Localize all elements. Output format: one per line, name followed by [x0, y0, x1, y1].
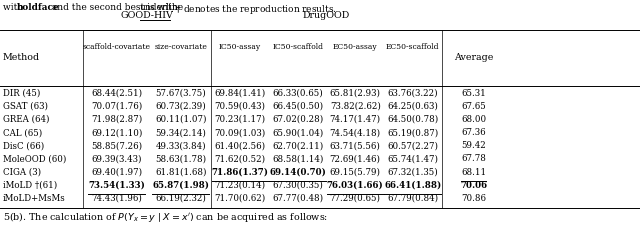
Text: 65.31: 65.31 — [461, 89, 486, 98]
Text: 65.19(0.87): 65.19(0.87) — [387, 128, 438, 137]
Text: with: with — [3, 3, 26, 12]
Text: underline: underline — [140, 3, 184, 12]
Text: 64.25(0.63): 64.25(0.63) — [387, 102, 438, 111]
Text: DIR (45): DIR (45) — [3, 89, 40, 98]
Text: 68.00: 68.00 — [461, 115, 486, 124]
Text: 66.19(2.32): 66.19(2.32) — [156, 194, 206, 203]
Text: Method: Method — [3, 53, 40, 62]
Text: CIGA (3): CIGA (3) — [3, 168, 41, 177]
Text: 65.90(1.04): 65.90(1.04) — [272, 128, 323, 137]
Text: 73.54(1.33): 73.54(1.33) — [88, 181, 145, 190]
Text: 63.76(3.22): 63.76(3.22) — [387, 89, 438, 98]
Text: MoleOOD (60): MoleOOD (60) — [3, 154, 66, 163]
Text: IC50-assay: IC50-assay — [219, 43, 261, 51]
Text: 74.17(1.47): 74.17(1.47) — [330, 115, 381, 124]
Text: IC50-scaffold: IC50-scaffold — [272, 43, 323, 51]
Text: GOOD-HIV: GOOD-HIV — [121, 11, 173, 20]
Text: 70.06: 70.06 — [460, 181, 487, 190]
Text: 65.81(2.93): 65.81(2.93) — [330, 89, 381, 98]
Text: 66.45(0.50): 66.45(0.50) — [272, 102, 323, 111]
Text: 59.42: 59.42 — [461, 141, 486, 150]
Text: scaffold-covariate: scaffold-covariate — [83, 43, 151, 51]
Text: 57.67(3.75): 57.67(3.75) — [156, 89, 206, 98]
Text: 61.81(1.68): 61.81(1.68) — [155, 168, 207, 177]
Text: 68.58(1.14): 68.58(1.14) — [272, 154, 323, 163]
Text: 58.63(1.78): 58.63(1.78) — [156, 154, 206, 163]
Text: 71.86(1.37): 71.86(1.37) — [211, 168, 269, 177]
Text: 62.70(2.11): 62.70(2.11) — [272, 141, 323, 150]
Text: 68.44(2.51): 68.44(2.51) — [92, 89, 142, 98]
Text: 70.59(0.43): 70.59(0.43) — [214, 102, 266, 111]
Text: 71.98(2.87): 71.98(2.87) — [91, 115, 143, 124]
Text: DisC (66): DisC (66) — [3, 141, 44, 150]
Text: 49.33(3.84): 49.33(3.84) — [156, 141, 206, 150]
Text: GREA (64): GREA (64) — [3, 115, 49, 124]
Text: 61.40(2.56): 61.40(2.56) — [214, 141, 266, 150]
Text: 77.29(0.65): 77.29(0.65) — [330, 194, 381, 203]
Text: 63.71(5.56): 63.71(5.56) — [330, 141, 381, 150]
Text: 72.69(1.46): 72.69(1.46) — [330, 154, 381, 163]
Text: 69.84(1.41): 69.84(1.41) — [214, 89, 266, 98]
Text: size-covariate: size-covariate — [154, 43, 207, 51]
Text: 67.32(1.35): 67.32(1.35) — [387, 168, 438, 177]
Text: 71.23(0.14): 71.23(0.14) — [214, 181, 266, 190]
Text: 68.11: 68.11 — [461, 168, 486, 177]
Text: 60.73(2.39): 60.73(2.39) — [156, 102, 206, 111]
Text: 67.77(0.48): 67.77(0.48) — [272, 194, 323, 203]
Text: 74.43(1.96): 74.43(1.96) — [92, 194, 142, 203]
Text: 70.23(1.17): 70.23(1.17) — [214, 115, 266, 124]
Text: 69.12(1.10): 69.12(1.10) — [91, 128, 143, 137]
Text: 70.09(1.03): 70.09(1.03) — [214, 128, 266, 137]
Text: 67.65: 67.65 — [461, 102, 486, 111]
Text: 67.02(0.28): 67.02(0.28) — [272, 115, 323, 124]
Text: 65.87(1.98): 65.87(1.98) — [152, 181, 209, 190]
Text: iMoLD †(61): iMoLD †(61) — [3, 181, 57, 190]
Text: GSAT (63): GSAT (63) — [3, 102, 47, 111]
Text: 69.14(0.70): 69.14(0.70) — [269, 168, 326, 177]
Text: 60.57(2.27): 60.57(2.27) — [387, 141, 438, 150]
Text: boldface: boldface — [17, 3, 60, 12]
Text: 64.50(0.78): 64.50(0.78) — [387, 115, 438, 124]
Text: 67.78: 67.78 — [461, 154, 486, 163]
Text: 69.40(1.97): 69.40(1.97) — [92, 168, 142, 177]
Text: iMoLD+MsMs: iMoLD+MsMs — [3, 194, 65, 203]
Text: 67.79(0.84): 67.79(0.84) — [387, 194, 438, 203]
Text: DrugOOD: DrugOOD — [303, 11, 350, 20]
Text: 66.41(1.88): 66.41(1.88) — [384, 181, 442, 190]
Text: EC50-assay: EC50-assay — [333, 43, 378, 51]
Text: 5(b). The calculation of $P(Y_x = y \mid X = x^{\prime})$ can be acquired as fol: 5(b). The calculation of $P(Y_x = y \mid… — [3, 210, 328, 224]
Text: 58.85(7.26): 58.85(7.26) — [92, 141, 142, 150]
Text: CAL (65): CAL (65) — [3, 128, 42, 137]
Text: 67.36: 67.36 — [461, 128, 486, 137]
Text: 73.82(2.62): 73.82(2.62) — [330, 102, 381, 111]
Text: 59.34(2.14): 59.34(2.14) — [156, 128, 206, 137]
Text: . $\dagger$ denotes the reproduction results.: . $\dagger$ denotes the reproduction res… — [170, 3, 337, 16]
Text: 76.03(1.66): 76.03(1.66) — [327, 181, 383, 190]
Text: 71.70(0.62): 71.70(0.62) — [214, 194, 266, 203]
Text: EC50-scaffold: EC50-scaffold — [386, 43, 440, 51]
Text: 74.54(4.18): 74.54(4.18) — [330, 128, 381, 137]
Text: and the second best is with: and the second best is with — [49, 3, 180, 12]
Text: 70.86: 70.86 — [461, 194, 486, 203]
Text: 60.11(1.07): 60.11(1.07) — [155, 115, 207, 124]
Text: 69.39(3.43): 69.39(3.43) — [92, 154, 142, 163]
Text: 65.74(1.47): 65.74(1.47) — [387, 154, 438, 163]
Text: Average: Average — [454, 53, 493, 62]
Text: 71.62(0.52): 71.62(0.52) — [214, 154, 266, 163]
Text: 67.30(0.35): 67.30(0.35) — [272, 181, 323, 190]
Text: 69.15(5.79): 69.15(5.79) — [330, 168, 381, 177]
Text: 70.07(1.76): 70.07(1.76) — [91, 102, 143, 111]
Text: 66.33(0.65): 66.33(0.65) — [272, 89, 323, 98]
